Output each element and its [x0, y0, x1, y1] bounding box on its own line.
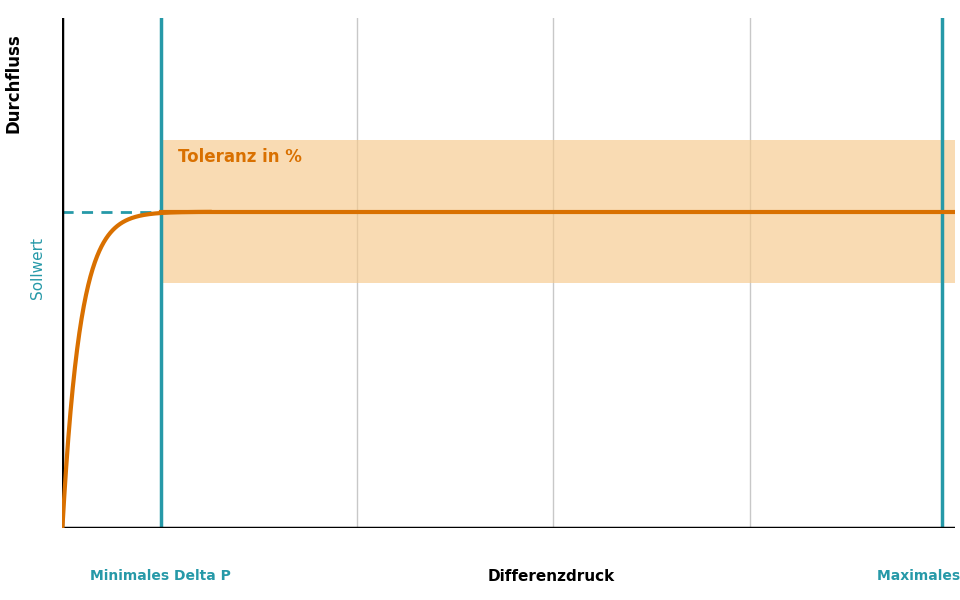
Text: Differenzdruck: Differenzdruck [488, 569, 614, 584]
Text: Durchfluss: Durchfluss [4, 33, 22, 133]
Text: Toleranz in %: Toleranz in % [179, 148, 302, 166]
Text: Maximales Delta: Maximales Delta [876, 569, 960, 583]
Text: Sollwert: Sollwert [30, 237, 45, 299]
Text: Minimales Delta P: Minimales Delta P [90, 569, 231, 583]
